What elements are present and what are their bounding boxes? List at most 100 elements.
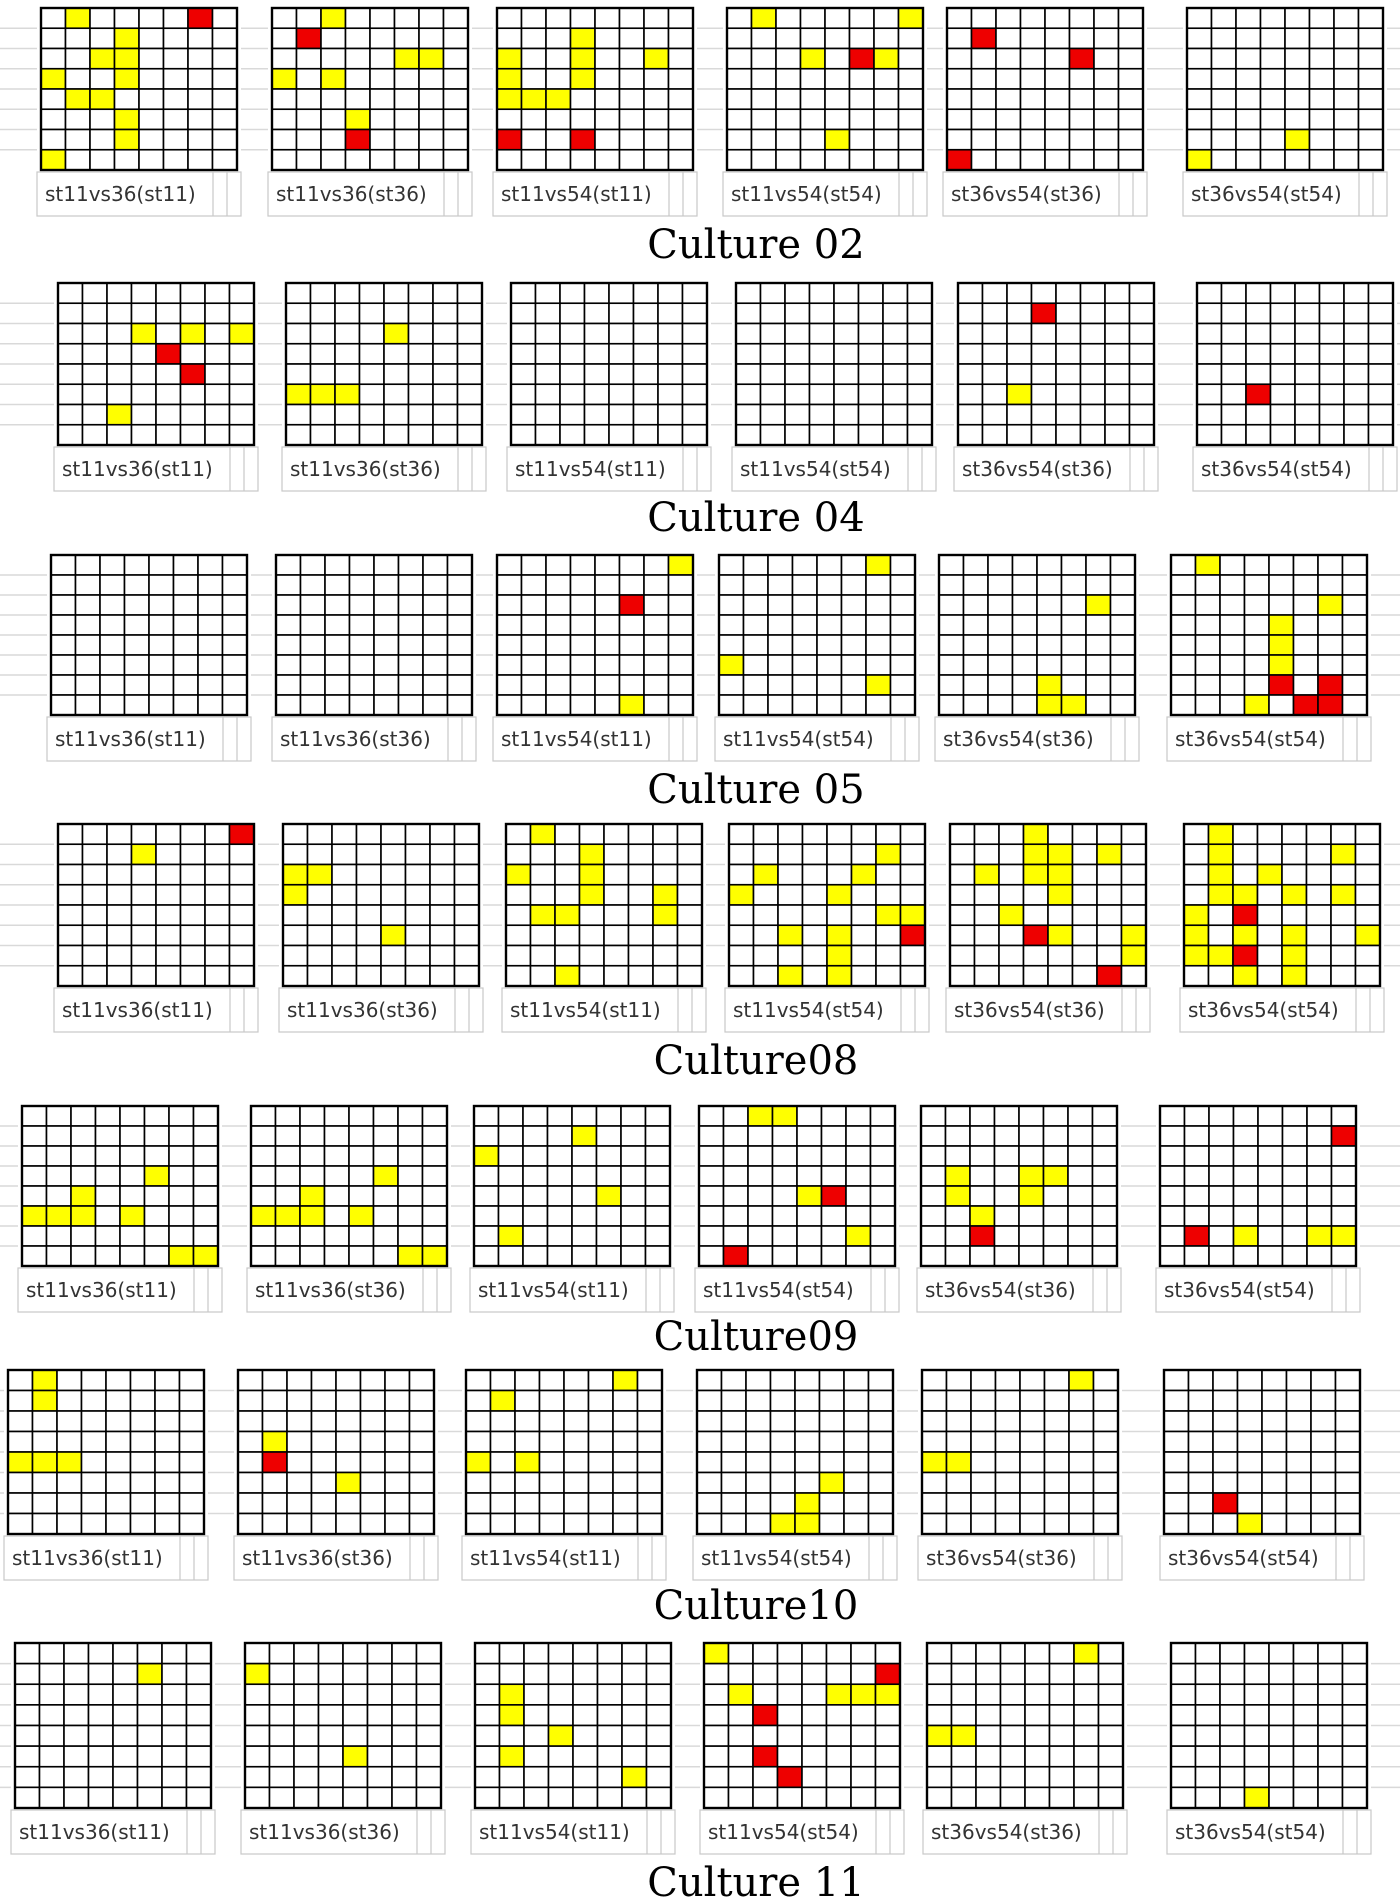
grid-cell xyxy=(824,47,851,70)
grid-cell xyxy=(718,614,745,636)
grid-cell xyxy=(130,883,157,906)
yellow-cell xyxy=(1186,148,1213,171)
grid-cell xyxy=(808,363,835,386)
grid-cell xyxy=(432,302,459,325)
grid-cell xyxy=(1018,1125,1045,1147)
grid-cell xyxy=(130,823,157,846)
grid-cell xyxy=(799,108,826,131)
yellow-cell xyxy=(794,1512,821,1535)
grid-cell xyxy=(1163,1389,1190,1412)
grid-cell xyxy=(293,1642,320,1665)
grid-cell xyxy=(1333,67,1360,90)
grid-cell xyxy=(136,1683,163,1706)
grid-cell xyxy=(676,924,703,947)
grid-cell xyxy=(529,964,556,987)
grid-cell xyxy=(1317,1642,1344,1665)
grid-cell xyxy=(106,282,133,305)
grid-cell xyxy=(1044,27,1071,50)
grid-cell xyxy=(1071,843,1098,866)
grid-cell xyxy=(547,1642,574,1665)
grid-cell xyxy=(358,302,385,325)
grid-cell xyxy=(559,363,586,386)
yellow-cell xyxy=(1330,1225,1357,1247)
grid-cell xyxy=(168,1125,195,1147)
grid-cell xyxy=(1196,403,1223,426)
grid-cell xyxy=(1268,1765,1295,1789)
grid-cell xyxy=(993,1205,1020,1227)
grid-cell xyxy=(1120,843,1147,866)
grid-cell xyxy=(1219,1704,1246,1727)
grid-cell xyxy=(569,108,596,131)
grid-cell xyxy=(643,614,670,636)
grid-cell xyxy=(143,1245,170,1267)
grid-cell xyxy=(945,1410,972,1433)
grid-cell xyxy=(211,108,238,131)
yellow-cell xyxy=(777,924,804,947)
grid-cell xyxy=(320,47,347,70)
grid-cell xyxy=(505,924,532,947)
label-box xyxy=(506,446,712,492)
panel-label: st36vs54(st54) xyxy=(1168,1546,1319,1570)
grid-cell xyxy=(261,1471,288,1494)
grid-cell xyxy=(1357,128,1384,151)
grid-cell xyxy=(57,423,84,446)
grid-cell xyxy=(99,554,126,576)
grid-cell xyxy=(1220,282,1247,305)
grid-cell xyxy=(1318,322,1345,345)
grid-cell xyxy=(1257,1225,1284,1247)
grid-cell xyxy=(594,574,621,596)
grid-cell xyxy=(587,1492,614,1515)
grid-cell xyxy=(510,363,537,386)
grid-cell xyxy=(547,1704,574,1727)
panel-label: st36vs54(st54) xyxy=(1188,998,1339,1022)
grid-cell xyxy=(571,1245,598,1267)
grid-cell xyxy=(40,108,67,131)
grid-cell xyxy=(1068,1430,1095,1453)
yellow-cell xyxy=(320,67,347,90)
grid-cell xyxy=(742,614,769,636)
grid-cell xyxy=(453,883,480,906)
grid-cell xyxy=(970,1471,997,1494)
culture-block: st11vs36(st11) st11vs36(st36) st11vs54(st1… xyxy=(0,1368,1400,1629)
grid-cell xyxy=(621,1786,648,1809)
grid-cell xyxy=(178,1389,205,1412)
grid-cell xyxy=(569,654,596,676)
grid-cell xyxy=(747,1185,774,1207)
grid-cell xyxy=(408,1471,435,1494)
grid-cell xyxy=(1232,863,1259,886)
grid-cell xyxy=(397,694,424,716)
grid-cell xyxy=(727,1704,754,1727)
grid-cell xyxy=(522,1185,549,1207)
grid-cell xyxy=(323,1165,350,1187)
grid-cell xyxy=(962,574,989,596)
yellow-cell xyxy=(944,1165,971,1187)
grid-cell xyxy=(1068,1410,1095,1433)
grid-cell xyxy=(496,27,523,50)
grid-cell xyxy=(99,674,126,696)
grid-cell xyxy=(268,1683,295,1706)
yellow-cell xyxy=(1207,883,1234,906)
grid-cell xyxy=(422,554,449,576)
grid-cell xyxy=(873,67,900,90)
grid-cell xyxy=(1281,1185,1308,1207)
grid-cell xyxy=(178,1369,205,1392)
grid-cell xyxy=(268,1642,295,1665)
grid-cell xyxy=(808,342,835,365)
grid-cell xyxy=(522,1145,549,1167)
grid-cell xyxy=(882,363,909,386)
grid-cell xyxy=(554,823,581,846)
grid-cell xyxy=(1292,614,1319,636)
yellow-cell xyxy=(825,1683,852,1706)
grid-cell xyxy=(620,1205,647,1227)
grid-cell xyxy=(850,1724,877,1747)
grid-cell xyxy=(70,1125,97,1147)
grid-cell xyxy=(824,27,851,50)
grid-cell xyxy=(81,383,108,406)
grid-cell xyxy=(1219,1786,1246,1809)
grid-cell xyxy=(1285,1410,1312,1433)
grid-cell xyxy=(1068,148,1095,171)
grid-cell xyxy=(726,108,753,131)
grid-cell xyxy=(583,363,610,386)
grid-cell xyxy=(767,594,794,616)
grid-cell xyxy=(40,47,67,70)
